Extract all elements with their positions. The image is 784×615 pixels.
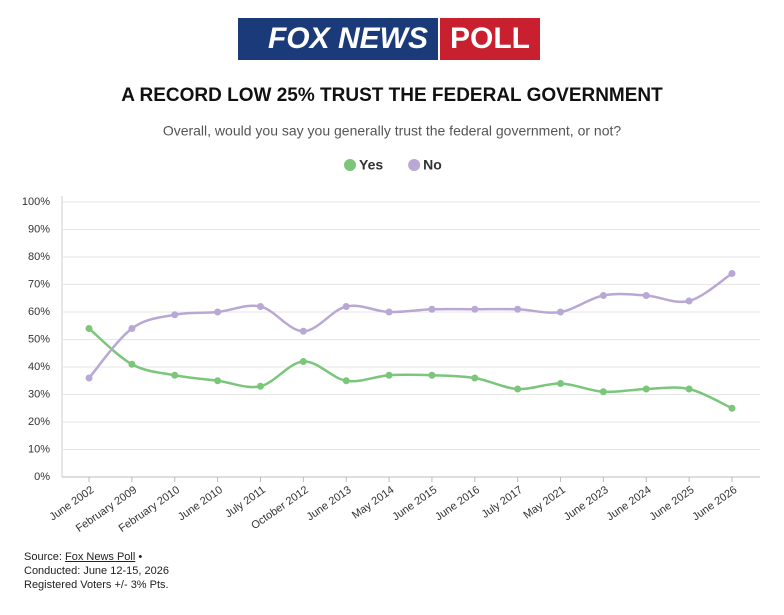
data-point bbox=[428, 305, 436, 313]
note: Registered Voters +/- 3% Pts. bbox=[24, 579, 169, 591]
data-point bbox=[214, 377, 222, 385]
data-point bbox=[171, 371, 179, 379]
x-tick-label: June 2015 bbox=[390, 484, 439, 523]
y-tick-label: 90% bbox=[28, 223, 50, 235]
x-tick-label: June 2026 bbox=[690, 484, 739, 523]
x-tick-label: May 2014 bbox=[350, 484, 396, 522]
x-tick-label: June 2010 bbox=[176, 484, 225, 523]
data-point bbox=[514, 305, 522, 313]
logo-left-box bbox=[238, 18, 438, 60]
data-point bbox=[128, 360, 136, 368]
x-tick-label: June 2024 bbox=[605, 484, 654, 523]
data-point bbox=[685, 297, 693, 305]
series-line bbox=[88, 272, 733, 379]
data-point bbox=[85, 325, 93, 332]
data-point bbox=[342, 377, 350, 385]
data-point bbox=[85, 374, 93, 382]
legend-label: No bbox=[423, 157, 442, 173]
data-point bbox=[128, 325, 136, 332]
y-tick-label: 40% bbox=[28, 361, 50, 373]
x-tick-label: July 2017 bbox=[480, 484, 525, 521]
x-tick-label: May 2021 bbox=[521, 484, 567, 522]
y-tick-label: 70% bbox=[28, 278, 50, 290]
y-tick-label: 10% bbox=[28, 443, 50, 455]
chart-subtitle: Overall, would you say you generally tru… bbox=[163, 123, 622, 139]
y-tick-label: 80% bbox=[28, 251, 50, 263]
data-point bbox=[171, 311, 179, 319]
data-point bbox=[214, 308, 222, 316]
logo-left: FOX NEWS bbox=[268, 22, 428, 55]
y-tick-label: 20% bbox=[28, 416, 50, 428]
source-link[interactable]: Fox News Poll bbox=[64, 551, 136, 563]
conducted: Conducted: June 12-15, 2026 bbox=[24, 565, 169, 577]
data-point bbox=[471, 374, 479, 382]
data-point bbox=[299, 358, 307, 365]
data-point bbox=[599, 388, 607, 396]
data-point bbox=[557, 308, 565, 316]
data-point bbox=[256, 382, 264, 390]
chart-title: A RECORD LOW 25% TRUST THE FEDERAL GOVER… bbox=[121, 85, 663, 106]
data-point bbox=[685, 385, 693, 393]
data-point bbox=[256, 303, 264, 310]
legend-label: Yes bbox=[359, 157, 383, 173]
data-point bbox=[599, 292, 607, 299]
data-point bbox=[471, 305, 479, 313]
source-prefix: Source: bbox=[24, 551, 62, 563]
y-tick-label: 30% bbox=[28, 388, 50, 400]
data-point bbox=[514, 385, 522, 393]
logo-right: POLL bbox=[450, 22, 530, 55]
y-tick-label: 0% bbox=[34, 471, 50, 483]
y-tick-label: 100% bbox=[22, 196, 50, 208]
data-point bbox=[728, 404, 736, 412]
x-tick-label: June 2023 bbox=[562, 484, 611, 523]
source-suffix: • bbox=[138, 551, 143, 563]
series-line bbox=[88, 327, 733, 410]
data-point bbox=[385, 371, 393, 379]
data-point bbox=[642, 385, 650, 393]
data-point bbox=[299, 327, 307, 335]
logo-right-box bbox=[440, 18, 540, 60]
data-point bbox=[728, 270, 736, 277]
legend-swatch bbox=[408, 159, 421, 171]
data-point bbox=[642, 292, 650, 299]
legend: Yes No bbox=[344, 157, 442, 173]
footer: Source: Fox News Poll • Conducted: June … bbox=[24, 550, 169, 592]
y-tick-label: 60% bbox=[28, 306, 50, 318]
chart: FOX NEWS POLL A RECORD LOW 25% TRUST THE… bbox=[22, 18, 760, 535]
x-tick-label: June 2013 bbox=[305, 484, 354, 523]
data-point bbox=[385, 308, 393, 316]
data-point bbox=[428, 371, 436, 379]
data-point bbox=[557, 380, 565, 387]
x-tick-label: June 2016 bbox=[433, 484, 482, 523]
x-tick-label: June 2025 bbox=[648, 484, 697, 523]
y-tick-label: 50% bbox=[28, 333, 50, 345]
data-point bbox=[342, 303, 350, 310]
legend-swatch bbox=[344, 159, 356, 171]
